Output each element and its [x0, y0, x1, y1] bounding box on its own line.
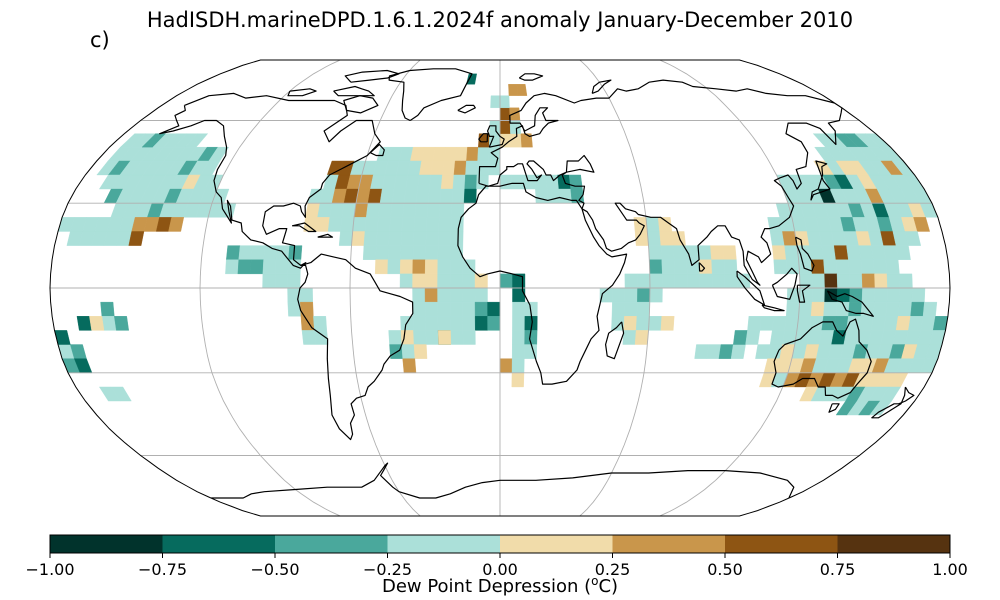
- coastline: [761, 304, 785, 312]
- colorbar-swatch: [387, 535, 501, 553]
- grid-cell: [413, 344, 428, 359]
- meridian-line: [659, 60, 801, 516]
- coastline: [287, 88, 317, 97]
- grid-cell: [114, 316, 129, 331]
- coastline: [478, 133, 489, 143]
- colorbar-tick-label: 0.00: [482, 560, 518, 579]
- coastline: [291, 222, 317, 233]
- coastline: [159, 92, 381, 269]
- colorbar-tick-label: −0.25: [363, 560, 412, 579]
- coastline: [698, 262, 706, 272]
- coastline: [796, 284, 811, 303]
- coastline: [771, 318, 872, 399]
- meridian-line: [579, 60, 651, 516]
- colorbar-tick-label: −1.00: [25, 560, 74, 579]
- coastline: [457, 104, 476, 114]
- colorbar-tick-label: −0.50: [250, 560, 299, 579]
- coastline: [344, 69, 400, 83]
- grid-cell: [516, 84, 528, 96]
- colorbar-swatch: [725, 535, 838, 553]
- coastline: [828, 403, 840, 413]
- graticule: [50, 60, 950, 516]
- meridian-line: [349, 60, 421, 516]
- grid-cell: [913, 217, 930, 232]
- coastline: [333, 85, 375, 97]
- colorbar-swatches: [50, 535, 951, 553]
- coastline: [297, 253, 414, 441]
- colorbar-label: Dew Point Depression (oC): [382, 574, 618, 597]
- colorbar-swatch: [500, 535, 613, 553]
- grid-cell: [895, 245, 911, 260]
- coastline: [211, 462, 795, 499]
- map-title: HadISDH.marineDPD.1.6.1.2024f anomaly Ja…: [146, 8, 854, 32]
- colorbar-tick-label: −0.75: [138, 560, 187, 579]
- coastline: [457, 182, 628, 385]
- coastline: [478, 79, 843, 286]
- meridian-line: [199, 60, 341, 516]
- coastlines: [159, 68, 915, 499]
- coastline: [388, 68, 473, 122]
- coastline: [605, 321, 625, 360]
- anomaly-cells: [54, 73, 949, 416]
- grid-cell: [904, 231, 922, 246]
- colorbar-swatch: [612, 535, 726, 553]
- colorbar-swatch: [162, 535, 276, 553]
- coastline: [591, 79, 612, 94]
- coastline: [871, 386, 915, 419]
- colorbar-swatch: [50, 535, 163, 553]
- grid-cell: [437, 330, 452, 345]
- grid-cell: [466, 73, 477, 85]
- grid-cell: [128, 231, 145, 246]
- coastline: [826, 290, 874, 317]
- coastline: [736, 270, 766, 306]
- coastline: [771, 267, 798, 300]
- colorbar-tick-label: 0.75: [820, 560, 856, 579]
- grid-cell: [89, 316, 105, 331]
- coastline: [795, 236, 815, 272]
- grid-cell: [520, 133, 533, 148]
- grid-cell: [869, 400, 893, 416]
- colorbar-ticks: −1.00 −0.75 −0.50 −0.25 0.00 0.25 0.50 0.75 1.00: [25, 553, 968, 579]
- grid-cell: [168, 217, 185, 232]
- colorbar-tick-label: 0.25: [595, 560, 631, 579]
- grid-cell: [462, 330, 476, 345]
- coastline: [317, 233, 334, 238]
- colorbar-tick-label: 0.50: [707, 560, 743, 579]
- coastline: [369, 143, 385, 157]
- grid-cell: [314, 330, 329, 345]
- grid-cell: [660, 316, 675, 331]
- grid-cell: [184, 133, 209, 148]
- colorbar-swatch: [837, 535, 951, 553]
- coastline: [518, 73, 544, 81]
- coastline: [487, 125, 505, 148]
- globe-outline: [49, 59, 951, 517]
- grid-cell: [110, 386, 132, 402]
- colorbar-swatch: [275, 535, 388, 553]
- colorbar-tick-label: 1.00: [932, 560, 968, 579]
- coastline: [810, 160, 831, 201]
- panel-label: c): [90, 28, 110, 52]
- coastline: [343, 95, 379, 114]
- grid-cell: [524, 344, 538, 359]
